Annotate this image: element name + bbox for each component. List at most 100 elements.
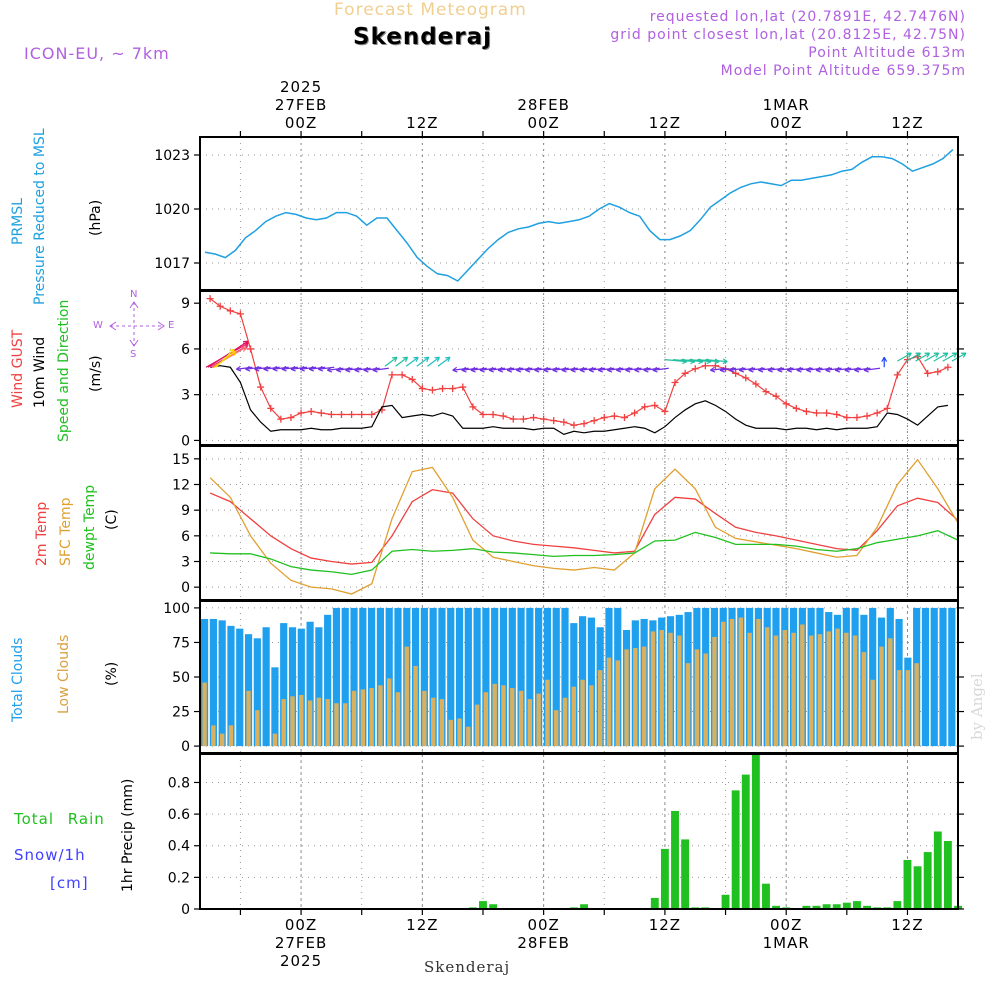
- low-cloud-bar: [369, 688, 374, 747]
- y-tick-label: 0: [181, 433, 190, 449]
- low-cloud-bar: [633, 647, 638, 747]
- gust-marker: [823, 409, 831, 417]
- precip-bars: [200, 754, 962, 909]
- top-axis-label: 1MAR: [763, 96, 810, 114]
- total-cloud-bar: [385, 607, 393, 747]
- total-cloud-bar: [420, 607, 428, 747]
- total-cloud-bar: [244, 634, 253, 747]
- low-cloud-bar: [721, 621, 726, 747]
- low-cloud-bar: [712, 636, 717, 747]
- low-cloud-bar: [360, 689, 366, 747]
- gust-marker: [802, 407, 810, 415]
- total-cloud-bar: [368, 607, 376, 747]
- wind-direction-arrows: [205, 340, 967, 373]
- total-cloud-bar: [315, 627, 323, 747]
- total-cloud-bar: [464, 607, 472, 747]
- gust-marker: [418, 385, 426, 393]
- closest-coords: grid point closest lon,lat (20.8125E, 42…: [610, 27, 966, 43]
- y-tick-label: 50: [172, 670, 190, 686]
- gust-marker: [600, 414, 608, 422]
- y-tick-label: 0.8: [168, 775, 190, 791]
- low-cloud-bar: [817, 634, 823, 747]
- wind-series: [206, 295, 952, 435]
- low-cloud-bar: [668, 632, 673, 747]
- sfc-temp-line: [209, 458, 959, 595]
- gust-marker: [257, 383, 265, 391]
- gust-marker: [530, 414, 538, 422]
- total-cloud-bar: [930, 607, 938, 747]
- low-cloud-bar: [571, 686, 577, 747]
- y-tick-label: 75: [172, 635, 190, 651]
- rain-bar: [923, 852, 932, 909]
- total-cloud-bar: [526, 607, 534, 747]
- low-cloud-bar: [343, 703, 348, 747]
- total-cloud-bar: [543, 607, 552, 747]
- low-cloud-bar: [791, 632, 796, 747]
- y-tick-label: 100: [163, 601, 190, 617]
- rain-bar: [671, 810, 679, 909]
- low-cloud-bar: [527, 699, 533, 747]
- low-cloud-bar: [896, 670, 902, 747]
- gust-marker: [287, 414, 295, 422]
- low-cloud-bar: [518, 690, 524, 747]
- low-cloud-bar: [255, 710, 260, 747]
- total-cloud-bar: [332, 607, 341, 747]
- precip-label-rain: Total Rain: [14, 810, 105, 828]
- pressure-series: [204, 149, 954, 282]
- rain-bar: [660, 848, 669, 909]
- low-cloud-bar: [580, 679, 585, 747]
- y-tick-label: 0.6: [168, 807, 190, 823]
- total-cloud-bar: [948, 607, 956, 747]
- y-tick-label: 15: [172, 452, 190, 468]
- gust-marker: [499, 412, 507, 420]
- low-cloud-bar: [272, 733, 278, 747]
- low-cloud-bar: [615, 660, 620, 747]
- wind-line: [210, 365, 948, 435]
- gust-marker: [651, 401, 659, 409]
- low-cloud-bar: [202, 682, 207, 747]
- gust-marker: [701, 362, 709, 370]
- gust-marker: [489, 411, 497, 419]
- rain-bar: [842, 902, 851, 909]
- low-cloud-bar: [914, 663, 919, 747]
- low-cloud-bar: [808, 635, 814, 747]
- low-cloud-bar: [852, 635, 858, 747]
- gust-marker: [580, 420, 588, 428]
- low-cloud-bar: [378, 685, 383, 747]
- top-axis-label: 12Z: [649, 114, 681, 132]
- y-tick-label: 1020: [154, 202, 190, 218]
- low-cloud-bar: [694, 649, 700, 747]
- low-cloud-bar: [246, 690, 251, 747]
- total-cloud-bar: [491, 607, 499, 747]
- gust-marker: [408, 375, 416, 383]
- y-tick-label: 0: [181, 580, 190, 596]
- pressure-frame: [199, 136, 959, 291]
- total-cloud-bar: [869, 607, 877, 747]
- low-cloud-bar: [861, 652, 867, 747]
- gust-marker: [358, 411, 366, 419]
- low-cloud-bar: [703, 653, 708, 747]
- bottom-axis-label: 12Z: [649, 916, 681, 934]
- low-cloud-bar: [756, 618, 761, 747]
- gust-marker: [853, 414, 861, 422]
- y-tick-label: 6: [181, 529, 190, 545]
- rain-bar: [943, 840, 952, 909]
- rain-bar: [913, 866, 922, 909]
- total-cloud-bar: [218, 620, 226, 747]
- low-cloud-bar: [290, 696, 295, 747]
- gust-marker: [893, 371, 901, 379]
- rain-bar: [721, 894, 730, 909]
- low-cloud-bar: [879, 646, 884, 747]
- gust-marker: [317, 409, 325, 417]
- total-cloud-bar: [288, 627, 297, 747]
- low-cloud-bar: [650, 631, 656, 747]
- total-cloud-bar: [447, 607, 455, 747]
- y-tick-label: 1017: [154, 256, 190, 272]
- gust-marker: [934, 368, 942, 376]
- compass-w: W: [93, 320, 103, 331]
- low-cloud-bar: [905, 670, 911, 747]
- top-axis-label: 00Z: [770, 114, 802, 132]
- low-cloud-bar: [773, 635, 779, 747]
- top-axis-label: 00Z: [285, 114, 317, 132]
- dewpoint-line: [210, 530, 959, 575]
